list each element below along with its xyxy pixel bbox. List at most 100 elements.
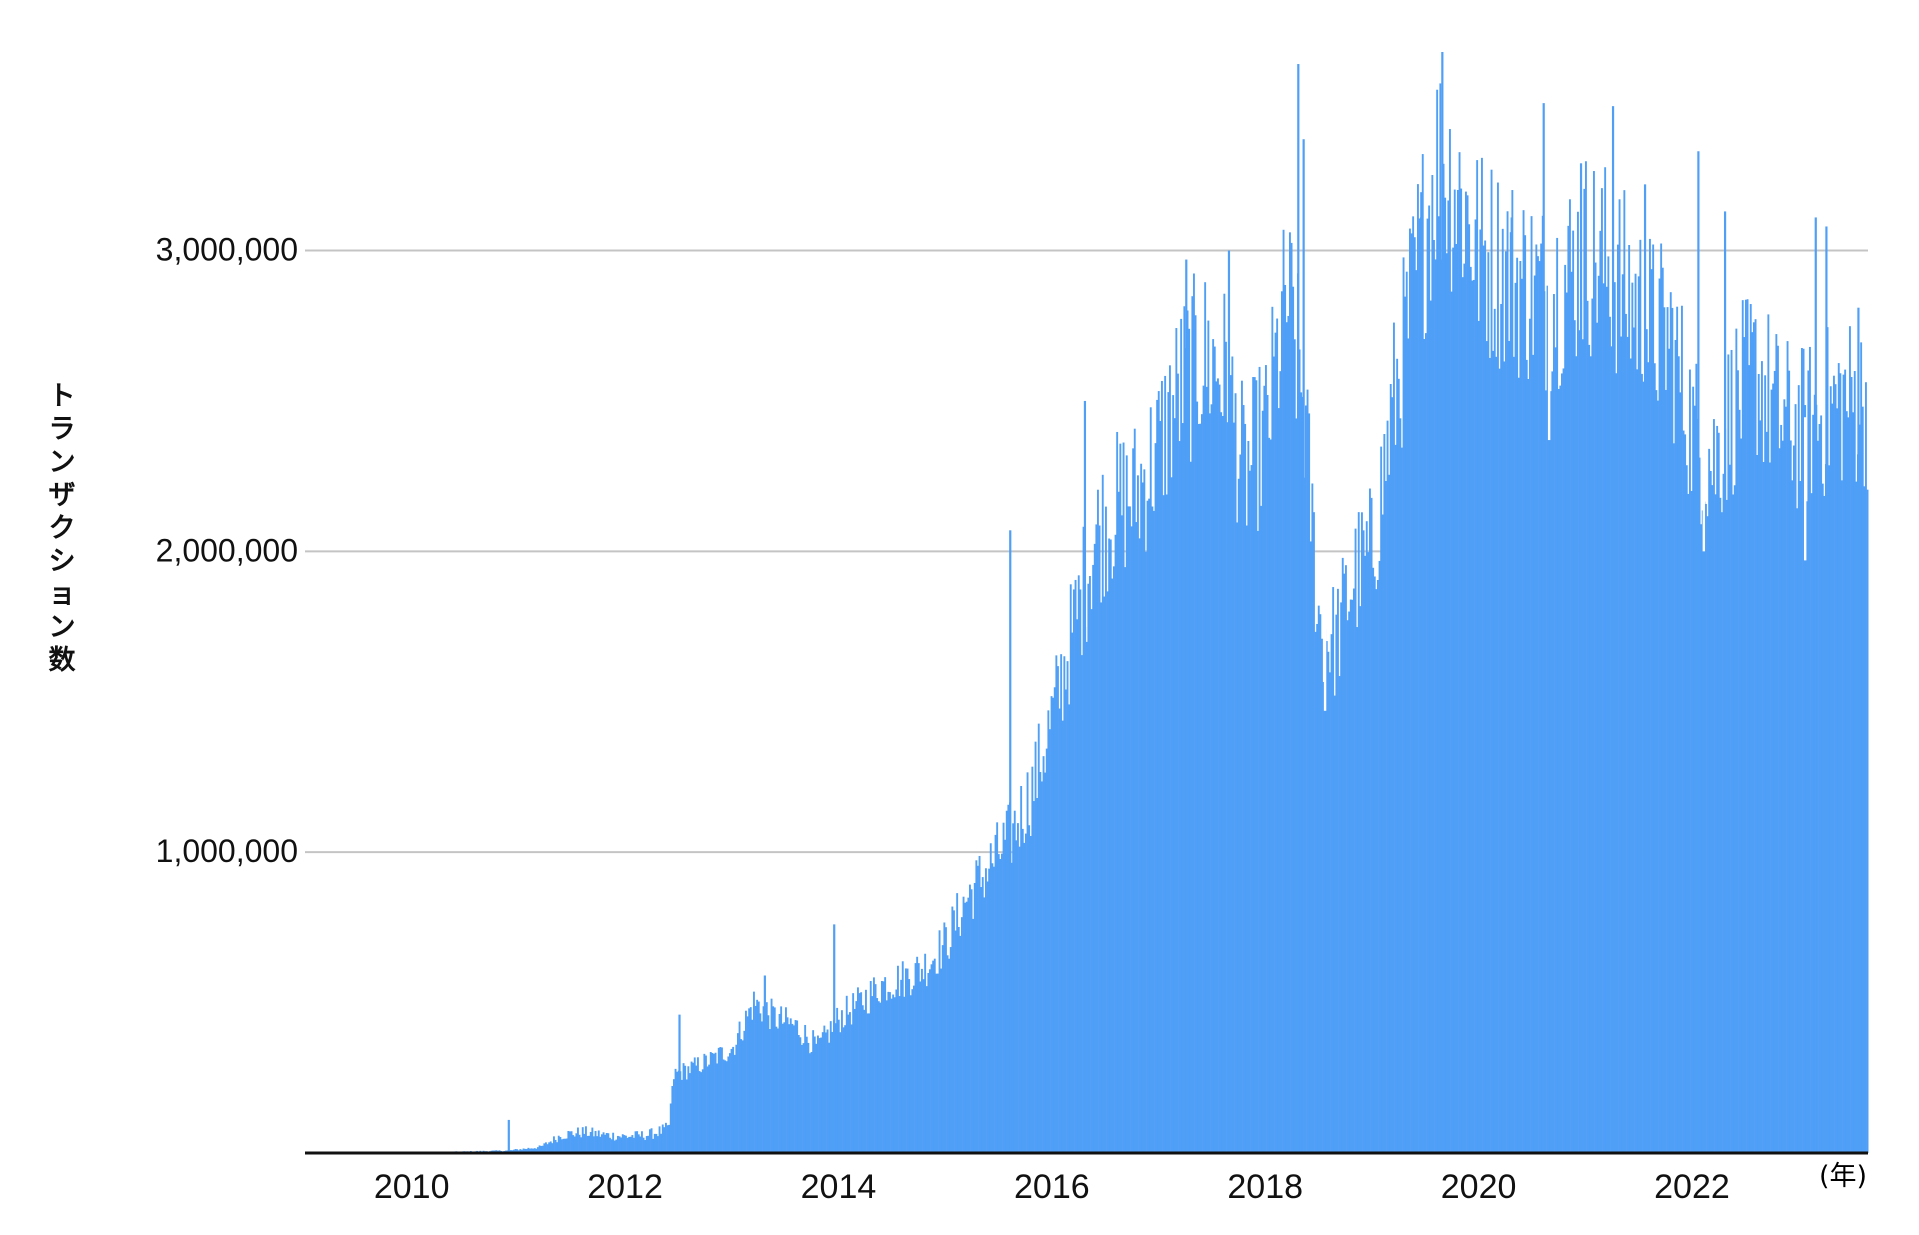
data-bar [1500, 303, 1503, 1153]
dip-gap [1803, 417, 1807, 561]
data-bar [1773, 370, 1776, 1153]
data-bar [1375, 589, 1378, 1153]
data-bar [1026, 772, 1029, 1153]
data-bar [1530, 216, 1533, 1153]
data-bar [986, 881, 989, 1153]
spike-bar [1510, 217, 1513, 1153]
data-bar [721, 1047, 723, 1153]
data-bar [1649, 238, 1651, 1153]
y-axis-label-char: ン [48, 447, 76, 478]
data-bar [1711, 485, 1714, 1153]
data-bar [1671, 307, 1674, 1153]
data-bar [729, 1053, 731, 1153]
data-bar [754, 1005, 757, 1153]
data-bar [1074, 579, 1077, 1153]
data-bar [1002, 822, 1005, 1153]
data-bar [1237, 478, 1240, 1154]
data-bar [1719, 497, 1722, 1153]
data-bar [860, 992, 863, 1153]
data-bar [1199, 423, 1202, 1153]
data-bar [581, 1127, 584, 1153]
data-bar [561, 1139, 563, 1153]
data-bar [1439, 83, 1442, 1154]
data-bar [1533, 275, 1536, 1153]
data-bar [642, 1137, 645, 1153]
data-bar [1436, 89, 1439, 1153]
data-bar [849, 1012, 851, 1153]
data-bar [757, 1001, 760, 1153]
data-bar [1031, 766, 1034, 1153]
data-bar [1377, 579, 1379, 1153]
data-bar [1583, 188, 1586, 1154]
data-bar [1565, 292, 1568, 1153]
data-bar [983, 897, 986, 1153]
data-bar [687, 1066, 690, 1153]
data-bar [1433, 239, 1435, 1154]
data-bar [1554, 347, 1557, 1153]
data-bar [556, 1142, 559, 1153]
data-bar [1561, 373, 1563, 1153]
data-bar [873, 977, 875, 1153]
data-bar [1839, 373, 1842, 1153]
data-bar [1708, 448, 1711, 1154]
data-bar [1284, 284, 1287, 1154]
data-bar [1085, 641, 1088, 1153]
data-bar [1540, 243, 1543, 1153]
data-bar [1828, 465, 1831, 1153]
data-bar [1332, 587, 1335, 1153]
data-bar [753, 991, 755, 1153]
data-bar [1015, 840, 1018, 1153]
data-bar [756, 999, 759, 1153]
data-bar [1389, 383, 1392, 1153]
data-bar [1146, 500, 1149, 1154]
data-bar [1573, 320, 1576, 1154]
data-bar [1777, 345, 1779, 1153]
data-bar [1047, 710, 1050, 1153]
data-bar [1356, 627, 1359, 1153]
data-bar [1521, 278, 1523, 1153]
data-bar [1625, 313, 1627, 1154]
data-bar [1186, 310, 1189, 1153]
data-bar [1764, 375, 1767, 1153]
data-bar [692, 1062, 695, 1153]
data-bar [1730, 349, 1733, 1154]
data-bar [1037, 723, 1040, 1153]
data-bar [1618, 199, 1621, 1153]
spike-bar [1297, 64, 1300, 1153]
data-bar [617, 1135, 619, 1153]
data-bar [981, 877, 984, 1153]
data-bar [1122, 442, 1125, 1153]
data-bar [842, 1027, 845, 1153]
data-bar [1165, 494, 1168, 1154]
data-bar [514, 1149, 517, 1153]
data-bar [1135, 522, 1138, 1153]
data-bar [1665, 389, 1667, 1153]
data-bar [1434, 259, 1437, 1154]
data-bar [665, 1122, 667, 1153]
data-bar [1831, 403, 1834, 1154]
data-bar [660, 1133, 663, 1153]
data-bar [594, 1130, 597, 1153]
data-bar [1657, 400, 1659, 1153]
data-bar [770, 998, 773, 1153]
data-bar [604, 1134, 607, 1153]
data-bar [1610, 346, 1613, 1153]
data-bar [1005, 810, 1008, 1153]
data-bar [1285, 322, 1288, 1153]
data-bar [735, 1044, 738, 1153]
data-bar [1452, 247, 1455, 1153]
data-bar [1545, 390, 1547, 1153]
data-bar [1687, 493, 1690, 1153]
data-bar [991, 863, 994, 1153]
data-bar [1263, 385, 1266, 1153]
data-bar [1090, 609, 1093, 1153]
data-bar [1172, 395, 1175, 1153]
data-bar [1748, 365, 1751, 1154]
data-bar [1100, 602, 1103, 1153]
data-bar [1709, 470, 1712, 1153]
spike-bar [1419, 217, 1423, 1153]
data-bar [1148, 498, 1151, 1153]
data-bar [1850, 376, 1853, 1153]
data-bar [1289, 232, 1291, 1154]
data-bar [1365, 521, 1368, 1153]
